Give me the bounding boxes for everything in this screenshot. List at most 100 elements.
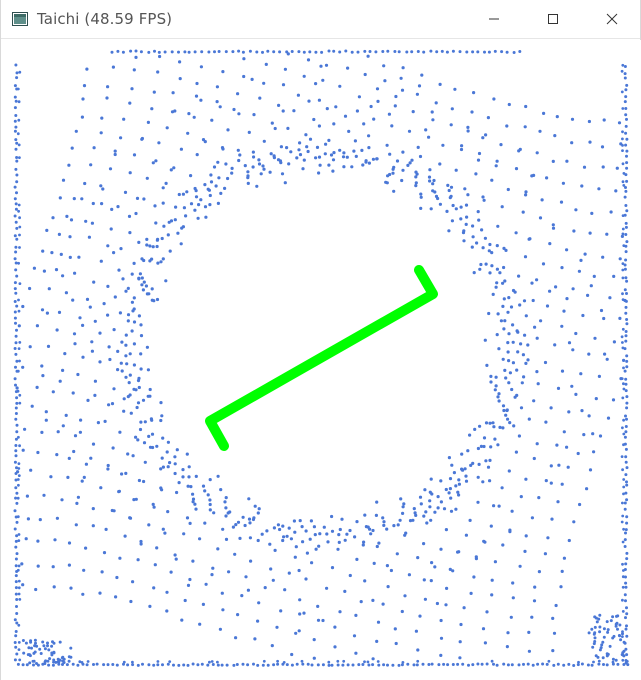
particle <box>620 520 624 524</box>
particle <box>624 430 628 434</box>
particle <box>285 146 289 150</box>
particle <box>224 514 228 518</box>
particle <box>290 652 294 657</box>
particle <box>429 207 433 211</box>
particle <box>476 158 481 162</box>
simulation-canvas[interactable] <box>1 40 641 680</box>
particle <box>612 274 616 278</box>
particle <box>307 99 311 103</box>
particle <box>511 581 515 585</box>
particle <box>150 107 154 111</box>
particle <box>624 221 628 225</box>
particle <box>502 662 506 666</box>
particle <box>541 262 546 266</box>
particle <box>246 588 250 592</box>
particle <box>422 514 426 518</box>
particle <box>399 497 403 501</box>
particle <box>128 231 132 235</box>
particle <box>625 612 629 616</box>
particle <box>163 50 167 54</box>
particle <box>15 423 19 427</box>
particle <box>492 425 496 429</box>
particle <box>14 630 18 633</box>
particle <box>369 532 373 536</box>
particle <box>480 662 484 666</box>
particle <box>622 244 626 248</box>
particle <box>326 540 330 544</box>
particle <box>16 132 20 136</box>
particle <box>159 418 163 423</box>
particle <box>590 211 594 215</box>
minimize-button[interactable] <box>471 0 517 38</box>
particle <box>15 191 18 195</box>
particle <box>621 232 625 236</box>
particle <box>388 152 392 156</box>
particle <box>131 580 135 584</box>
particle <box>617 121 622 125</box>
particle <box>318 163 322 167</box>
particle <box>90 221 94 225</box>
particle <box>32 651 36 655</box>
particle <box>621 298 625 301</box>
particle <box>191 662 195 666</box>
particle <box>400 178 404 183</box>
particle <box>374 513 378 517</box>
particle <box>516 350 520 354</box>
particle <box>13 257 17 261</box>
particle <box>164 181 168 185</box>
close-icon <box>606 13 618 25</box>
particle <box>96 421 100 425</box>
particle <box>177 192 181 197</box>
particle <box>498 271 502 275</box>
particle <box>625 417 628 421</box>
particle <box>622 443 625 447</box>
particle <box>625 83 629 87</box>
particle <box>385 181 389 185</box>
particle <box>352 634 357 638</box>
maximize-button[interactable] <box>530 0 576 38</box>
particle <box>78 316 82 320</box>
particle <box>481 627 486 631</box>
particle <box>210 118 214 122</box>
particle <box>481 480 485 484</box>
particle <box>621 426 624 430</box>
particle <box>18 598 22 601</box>
particle <box>134 211 138 216</box>
particle <box>187 475 191 479</box>
particle <box>304 529 308 533</box>
particle <box>122 117 126 121</box>
particle <box>18 216 21 220</box>
particle <box>414 629 418 633</box>
particle <box>337 533 341 537</box>
particle <box>394 94 398 99</box>
particle <box>369 104 373 109</box>
particle <box>140 276 144 280</box>
particle <box>343 114 348 118</box>
particle <box>598 630 602 634</box>
particle <box>625 279 629 283</box>
particle <box>416 659 420 663</box>
particle <box>471 461 475 465</box>
particle <box>173 109 177 113</box>
particle <box>99 184 103 188</box>
particle <box>107 345 111 349</box>
particle <box>132 498 136 502</box>
simulation-canvas-area[interactable] <box>1 40 641 680</box>
particle <box>208 660 211 664</box>
particle <box>618 316 622 320</box>
particle <box>623 288 627 292</box>
title-bar[interactable]: Taichi (48.59 FPS) <box>1 0 640 39</box>
particle <box>17 324 21 328</box>
particle <box>17 118 21 122</box>
particle <box>327 660 331 664</box>
particle <box>257 601 261 605</box>
particle <box>450 107 454 111</box>
particle <box>132 296 136 300</box>
particle <box>52 651 56 655</box>
particle <box>211 566 215 570</box>
particle <box>312 525 316 529</box>
particle <box>123 534 127 538</box>
particle <box>392 524 396 528</box>
close-button[interactable] <box>589 0 635 38</box>
particle <box>624 425 628 428</box>
